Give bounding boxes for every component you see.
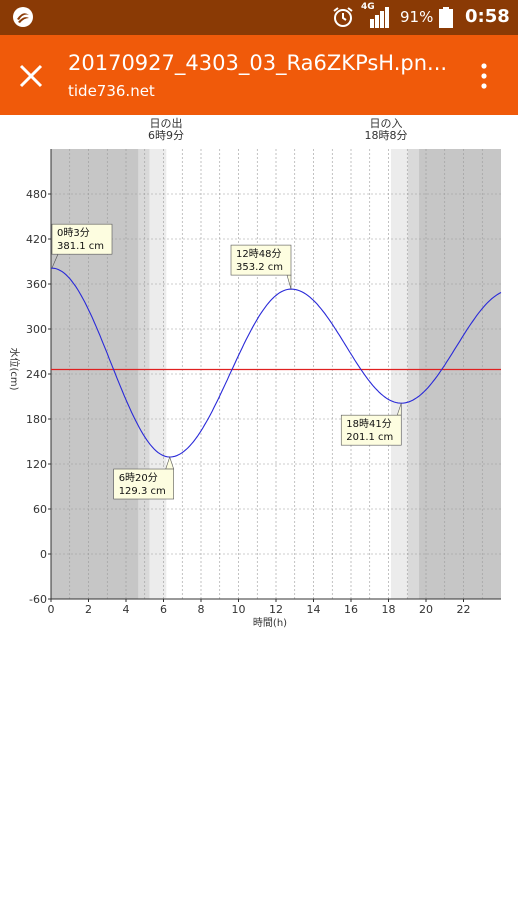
y-tick-label: -60 xyxy=(29,593,47,606)
x-tick-label: 20 xyxy=(419,603,433,616)
y-tick-label: 180 xyxy=(26,413,47,426)
extreme-annotation: 6時20分 129.3 cm xyxy=(113,456,175,500)
annotation-box xyxy=(340,414,402,446)
network-type-label: 4G xyxy=(361,2,375,12)
tide-chart: -60 0 60 120 180 240 300 360 420 480 0 2 4 6 8 10 12 14 16… xyxy=(0,115,518,635)
y-tick-label: 0 xyxy=(40,548,47,561)
y-tick-label: 360 xyxy=(26,278,47,291)
alarm-icon xyxy=(333,7,353,27)
x-tick-label: 2 xyxy=(85,603,92,616)
app-bar: 20170927_4303_03_Ra6ZKPsH.pn... tide736.… xyxy=(0,35,518,115)
annotation-time: 6時20分 xyxy=(119,472,158,484)
y-tick-label: 240 xyxy=(26,368,47,381)
x-tick-label: 16 xyxy=(344,603,358,616)
app-logo-icon xyxy=(13,7,33,27)
x-tick-label: 12 xyxy=(269,603,283,616)
status-time: 0:58 xyxy=(465,6,510,27)
close-icon[interactable] xyxy=(18,63,44,89)
battery-icon xyxy=(439,7,453,28)
file-title: 20170927_4303_03_Ra6ZKPsH.pn... xyxy=(68,51,448,75)
y-tick-label: 60 xyxy=(33,503,47,516)
annotation-box xyxy=(51,223,113,255)
y-tick-label: 300 xyxy=(26,323,47,336)
annotation-box xyxy=(230,244,292,276)
annotation-time: 12時48分 xyxy=(236,248,281,260)
annotation-time: 18時41分 xyxy=(346,418,391,430)
annotation-time: 0時3分 xyxy=(57,227,90,239)
x-tick-label: 6 xyxy=(160,603,167,616)
sunset-label: 日の入 xyxy=(370,117,403,130)
annotation-value: 129.3 cm xyxy=(119,486,166,497)
annotation-box xyxy=(113,468,174,500)
sunrise-time: 6時9分 xyxy=(148,129,184,142)
y-axis-label: 水位(cm) xyxy=(8,347,21,390)
more-vert-icon[interactable] xyxy=(474,60,494,92)
x-tick-label: 8 xyxy=(198,603,205,616)
sunset-time: 18時8分 xyxy=(365,129,408,142)
annotation-value: 353.2 cm xyxy=(236,262,283,273)
extreme-annotation: 12時48分 353.2 cm xyxy=(230,244,292,290)
extreme-annotation: 18時41分 201.1 cm xyxy=(340,403,402,446)
tide-curve xyxy=(51,267,502,458)
x-tick-label: 0 xyxy=(48,603,55,616)
x-tick-label: 4 xyxy=(123,603,130,616)
y-tick-label: 120 xyxy=(26,458,47,471)
sunrise-label: 日の出 xyxy=(150,116,183,130)
y-tick-label: 480 xyxy=(26,188,47,201)
annotation-value: 201.1 cm xyxy=(346,432,393,443)
x-tick-label: 14 xyxy=(307,603,321,616)
x-axis-label: 時間(h) xyxy=(253,617,287,629)
x-tick-label: 10 xyxy=(232,603,246,616)
annotation-value: 381.1 cm xyxy=(57,241,104,252)
signal-icon xyxy=(370,7,389,28)
status-bar: 4G 91% 0:58 xyxy=(0,0,518,35)
x-tick-label: 22 xyxy=(457,603,471,616)
battery-percent: 91% xyxy=(400,8,434,26)
x-tick-label: 18 xyxy=(382,603,396,616)
extreme-annotation: 0時3分 381.1 cm xyxy=(51,223,113,269)
source-domain: tide736.net xyxy=(68,82,155,100)
y-tick-label: 420 xyxy=(26,233,47,246)
